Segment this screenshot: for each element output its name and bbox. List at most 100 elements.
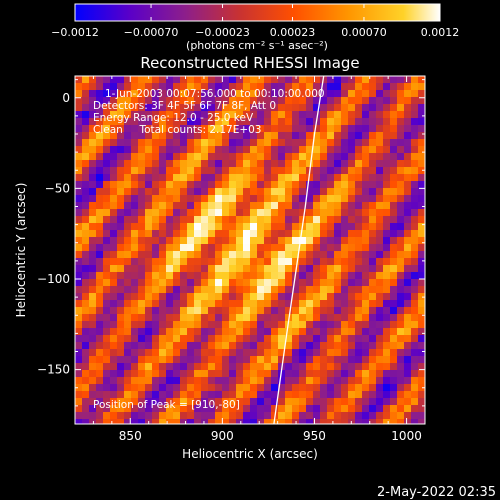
heatmap-cell — [236, 398, 244, 406]
heatmap-cell — [208, 251, 216, 259]
heatmap-cell — [369, 132, 377, 140]
heatmap-cell — [75, 83, 83, 91]
heatmap-cell — [397, 146, 405, 154]
heatmap-cell — [348, 146, 356, 154]
heatmap-cell — [124, 293, 132, 301]
heatmap-cell — [376, 335, 384, 343]
heatmap-cell — [285, 391, 293, 399]
heatmap-cell — [117, 349, 125, 357]
heatmap-cell — [383, 132, 391, 140]
heatmap-cell — [292, 230, 300, 238]
heatmap-cell — [89, 370, 97, 378]
heatmap-cell — [376, 90, 384, 98]
heatmap-cell — [131, 132, 139, 140]
heatmap-cell — [376, 118, 384, 126]
heatmap-cell — [327, 202, 335, 210]
heatmap-cell — [355, 286, 363, 294]
heatmap-cell — [152, 153, 160, 161]
heatmap-cell — [222, 272, 230, 280]
heatmap-cell — [292, 398, 300, 406]
heatmap-cell — [194, 237, 202, 245]
heatmap-cell — [215, 90, 223, 98]
heatmap-cell — [236, 216, 244, 224]
heatmap-cell — [355, 272, 363, 280]
heatmap-cell — [124, 349, 132, 357]
heatmap-cell — [299, 363, 307, 371]
heatmap-cell — [96, 286, 104, 294]
heatmap-cell — [334, 216, 342, 224]
heatmap-cell — [229, 244, 237, 252]
heatmap-cell — [117, 230, 125, 238]
heatmap-cell — [96, 272, 104, 280]
heatmap-cell — [383, 97, 391, 105]
heatmap-cell — [145, 314, 153, 322]
y-tick-label: 0 — [62, 91, 70, 105]
heatmap-cell — [194, 342, 202, 350]
heatmap-cell — [180, 76, 188, 84]
heatmap-cell — [236, 405, 244, 413]
heatmap-cell — [96, 405, 104, 413]
heatmap-cell — [159, 111, 167, 119]
heatmap-cell — [264, 195, 272, 203]
heatmap-cell — [96, 335, 104, 343]
heatmap-cell — [89, 146, 97, 154]
heatmap-cell — [75, 272, 83, 280]
heatmap-cell — [103, 237, 111, 245]
heatmap-cell — [334, 132, 342, 140]
heatmap-cell — [327, 209, 335, 217]
heatmap-cell — [411, 118, 419, 126]
heatmap-cell — [82, 230, 90, 238]
heatmap-cell — [285, 377, 293, 385]
heatmap-cell — [138, 90, 146, 98]
heatmap-cell — [390, 188, 398, 196]
heatmap-cell — [383, 251, 391, 259]
heatmap-cell — [201, 286, 209, 294]
heatmap-cell — [404, 174, 412, 182]
heatmap-cell — [75, 132, 83, 140]
heatmap-cell — [131, 181, 139, 189]
heatmap-cell — [404, 125, 412, 133]
heatmap-cell — [103, 335, 111, 343]
heatmap-cell — [82, 272, 90, 280]
heatmap-cell — [355, 335, 363, 343]
heatmap-cell — [131, 188, 139, 196]
heatmap-cell — [271, 104, 279, 112]
heatmap-cell — [278, 279, 286, 287]
heatmap-cell — [250, 370, 258, 378]
heatmap-cell — [173, 216, 181, 224]
heatmap-cell — [362, 300, 370, 308]
heatmap-cell — [376, 251, 384, 259]
heatmap-cell — [75, 335, 83, 343]
heatmap-cell — [222, 342, 230, 350]
heatmap-cell — [131, 391, 139, 399]
heatmap-cell — [418, 300, 425, 308]
heatmap-cell — [138, 125, 146, 133]
heatmap-cell — [320, 265, 328, 273]
heatmap-cell — [110, 314, 118, 322]
heatmap-cell — [124, 195, 132, 203]
heatmap-cell — [145, 76, 153, 84]
heatmap-cell — [341, 384, 349, 392]
heatmap-cell — [138, 237, 146, 245]
heatmap-cell — [355, 174, 363, 182]
heatmap-cell — [173, 167, 181, 175]
heatmap-cell — [271, 335, 279, 343]
heatmap-cell — [152, 265, 160, 273]
heatmap-cell — [117, 104, 125, 112]
heatmap-cell — [299, 97, 307, 105]
heatmap-cell — [397, 181, 405, 189]
heatmap-cell — [264, 356, 272, 364]
heatmap-cell — [229, 286, 237, 294]
heatmap-cell — [397, 398, 405, 406]
heatmap-cell — [131, 146, 139, 154]
heatmap-cell — [404, 230, 412, 238]
heatmap-cell — [89, 125, 97, 133]
heatmap-cell — [110, 132, 118, 140]
heatmap-cell — [271, 146, 279, 154]
heatmap-cell — [131, 286, 139, 294]
heatmap-cell — [313, 167, 321, 175]
heatmap-cell — [264, 118, 272, 126]
heatmap-cell — [383, 125, 391, 133]
heatmap-cell — [355, 97, 363, 105]
heatmap-cell — [369, 307, 377, 315]
